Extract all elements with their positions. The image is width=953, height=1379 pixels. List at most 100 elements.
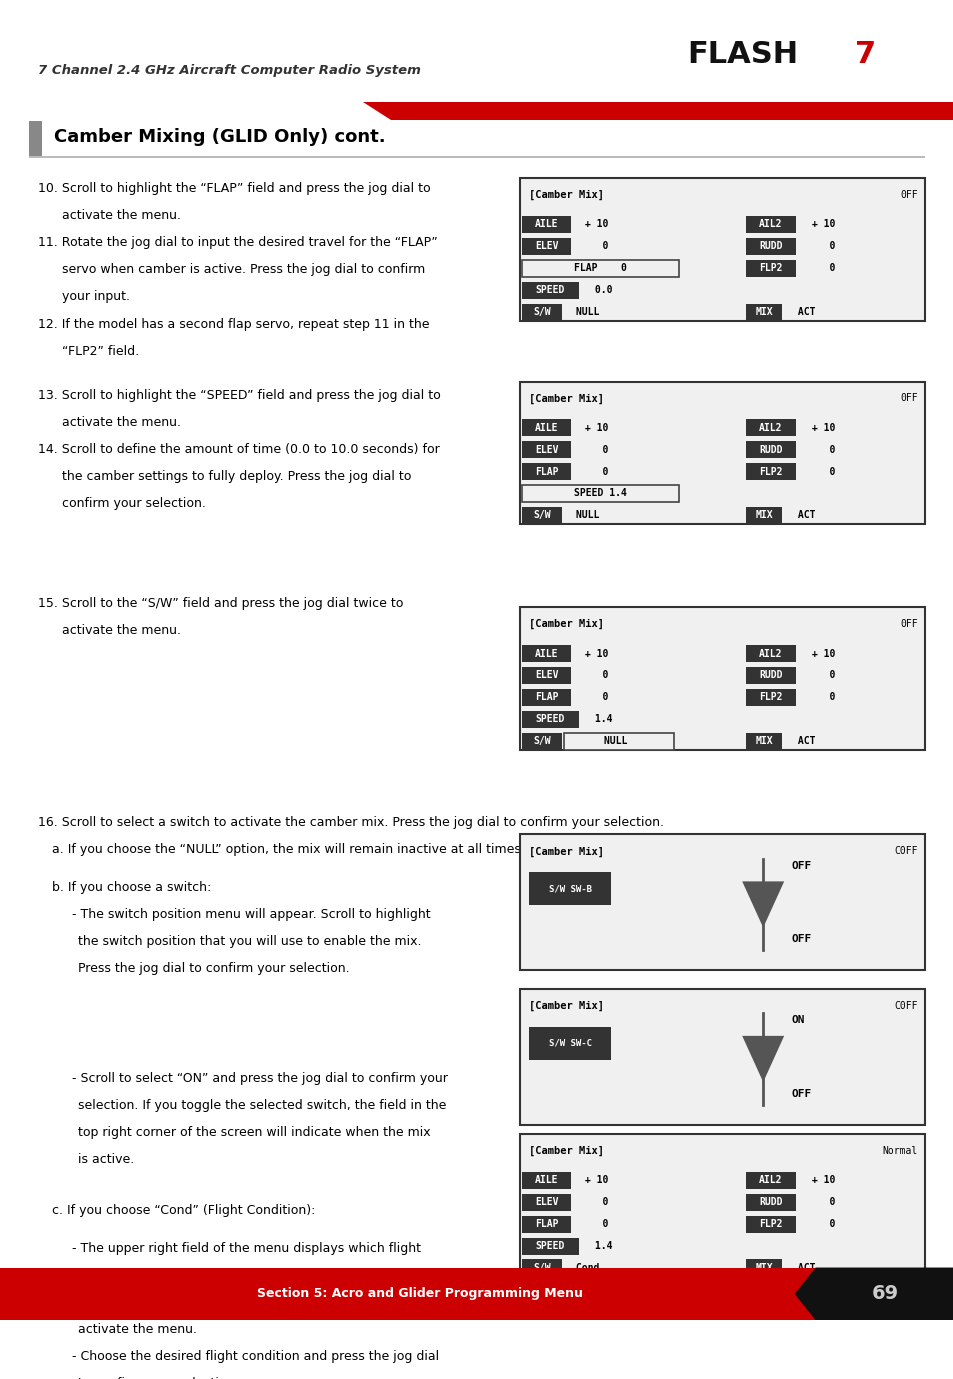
Text: your input.: your input.	[62, 291, 130, 303]
Text: ACT: ACT	[791, 510, 815, 520]
Text: 1.4: 1.4	[588, 714, 612, 724]
Text: AIL2: AIL2	[759, 648, 781, 659]
Text: FLAP    0: FLAP 0	[574, 263, 626, 273]
Text: 0.0: 0.0	[588, 285, 612, 295]
Text: FLAP: FLAP	[535, 692, 558, 702]
Text: NULL: NULL	[598, 736, 639, 746]
Bar	[745, 507, 781, 524]
Text: FLASH: FLASH	[686, 40, 797, 69]
Text: ACT: ACT	[791, 308, 815, 317]
Bar	[519, 607, 924, 750]
Bar	[521, 281, 578, 299]
Bar	[745, 441, 795, 458]
Text: + 10: + 10	[578, 1175, 608, 1186]
Text: ELEV: ELEV	[535, 241, 558, 251]
Text: SPEED 1.4: SPEED 1.4	[574, 488, 626, 498]
Text: 69: 69	[871, 1284, 898, 1303]
Bar	[519, 178, 924, 321]
Text: SPEED: SPEED	[536, 714, 564, 724]
Text: RUDD: RUDD	[759, 241, 781, 251]
Text: 0FF: 0FF	[900, 619, 917, 629]
Text: [Camber Mix]: [Camber Mix]	[529, 847, 604, 856]
Text: RUDD: RUDD	[759, 444, 781, 455]
Text: 10. Scroll to highlight the “FLAP” field and press the jog dial to: 10. Scroll to highlight the “FLAP” field…	[38, 182, 431, 196]
Bar	[521, 217, 571, 233]
Text: servo when camber is active. Press the jog dial to confirm: servo when camber is active. Press the j…	[62, 263, 425, 276]
Text: ACT: ACT	[791, 736, 815, 746]
Text: C0FF: C0FF	[893, 1001, 917, 1011]
Text: 0: 0	[805, 444, 835, 455]
Text: FLAP: FLAP	[535, 466, 558, 477]
Text: S/W SW-B: S/W SW-B	[548, 884, 591, 894]
Bar	[529, 872, 610, 905]
Text: OFF: OFF	[791, 935, 811, 945]
Text: FLP2: FLP2	[759, 1219, 781, 1229]
Text: top right corner of the screen will indicate when the mix: top right corner of the screen will indi…	[78, 1127, 431, 1139]
Text: SPEED: SPEED	[536, 285, 564, 295]
Text: S/W SW-C: S/W SW-C	[548, 1038, 591, 1048]
Text: 0: 0	[805, 466, 835, 477]
Text: 1.4: 1.4	[588, 1241, 612, 1251]
Text: 14. Scroll to define the amount of time (0.0 to 10.0 seconds) for: 14. Scroll to define the amount of time …	[38, 443, 439, 456]
Bar	[519, 989, 924, 1125]
Text: 7 Channel 2.4 GHz Aircraft Computer Radio System: 7 Channel 2.4 GHz Aircraft Computer Radi…	[38, 63, 420, 77]
Text: ON: ON	[791, 1015, 804, 1025]
Text: 12. If the model has a second flap servo, repeat step 11 in the: 12. If the model has a second flap servo…	[38, 317, 429, 331]
Bar	[521, 667, 571, 684]
Text: + 10: + 10	[805, 1175, 835, 1186]
Bar	[745, 645, 795, 662]
Text: Press the jog dial to confirm your selection.: Press the jog dial to confirm your selec…	[78, 963, 350, 975]
Bar	[745, 303, 781, 321]
Text: + 10: + 10	[578, 648, 608, 659]
Text: activate the menu.: activate the menu.	[62, 210, 181, 222]
Bar	[563, 732, 673, 750]
Text: “FLP2” field.: “FLP2” field.	[62, 345, 139, 357]
Polygon shape	[362, 102, 953, 120]
Bar	[745, 237, 795, 255]
Text: 0: 0	[578, 1197, 608, 1207]
Bar	[521, 485, 679, 502]
Text: + 10: + 10	[805, 219, 835, 229]
Text: confirm your selection.: confirm your selection.	[62, 496, 206, 510]
Bar	[521, 419, 571, 436]
Bar	[521, 1194, 571, 1211]
Bar	[745, 1194, 795, 1211]
Bar	[29, 156, 924, 159]
Bar	[521, 237, 571, 255]
Text: NULL: NULL	[569, 308, 598, 317]
Text: MIX: MIX	[755, 736, 772, 746]
Polygon shape	[741, 881, 783, 928]
Bar	[745, 667, 795, 684]
Text: AILE: AILE	[535, 1175, 558, 1186]
Text: OFF: OFF	[791, 860, 811, 870]
Text: S/W: S/W	[533, 1263, 550, 1273]
Text: [Camber Mix]: [Camber Mix]	[529, 190, 604, 200]
Bar	[745, 217, 795, 233]
Text: AILE: AILE	[535, 648, 558, 659]
Bar	[521, 1259, 561, 1277]
Bar	[745, 1216, 795, 1233]
Bar	[521, 1237, 578, 1255]
Text: - The upper right field of the menu displays which flight: - The upper right field of the menu disp…	[71, 1241, 420, 1255]
Text: [Camber Mix]: [Camber Mix]	[529, 1146, 604, 1157]
Text: activate the menu.: activate the menu.	[62, 623, 181, 637]
Text: Cond: Cond	[569, 1263, 598, 1273]
Text: activate the menu.: activate the menu.	[78, 1322, 197, 1336]
Text: 0: 0	[578, 692, 608, 702]
Text: condition is currently active and will be programmed.: condition is currently active and will b…	[78, 1269, 414, 1282]
Text: 0: 0	[578, 1219, 608, 1229]
Text: S/W: S/W	[533, 308, 550, 317]
Polygon shape	[741, 1036, 783, 1083]
Text: b. If you choose a switch:: b. If you choose a switch:	[52, 881, 212, 894]
Text: 13. Scroll to highlight the “SPEED” field and press the jog dial to: 13. Scroll to highlight the “SPEED” fiel…	[38, 389, 440, 401]
Text: - Scroll to the Flight Condition field and press the jog dial to: - Scroll to the Flight Condition field a…	[71, 1296, 445, 1309]
Polygon shape	[794, 1267, 953, 1320]
Text: AILE: AILE	[535, 423, 558, 433]
Text: + 10: + 10	[805, 423, 835, 433]
Text: 15. Scroll to the “S/W” field and press the jog dial twice to: 15. Scroll to the “S/W” field and press …	[38, 597, 403, 610]
Text: - Scroll to select “ON” and press the jog dial to confirm your: - Scroll to select “ON” and press the jo…	[71, 1071, 447, 1085]
Text: FLP2: FLP2	[759, 263, 781, 273]
Bar	[521, 688, 571, 706]
Text: activate the menu.: activate the menu.	[62, 416, 181, 429]
Text: NULL: NULL	[569, 510, 598, 520]
